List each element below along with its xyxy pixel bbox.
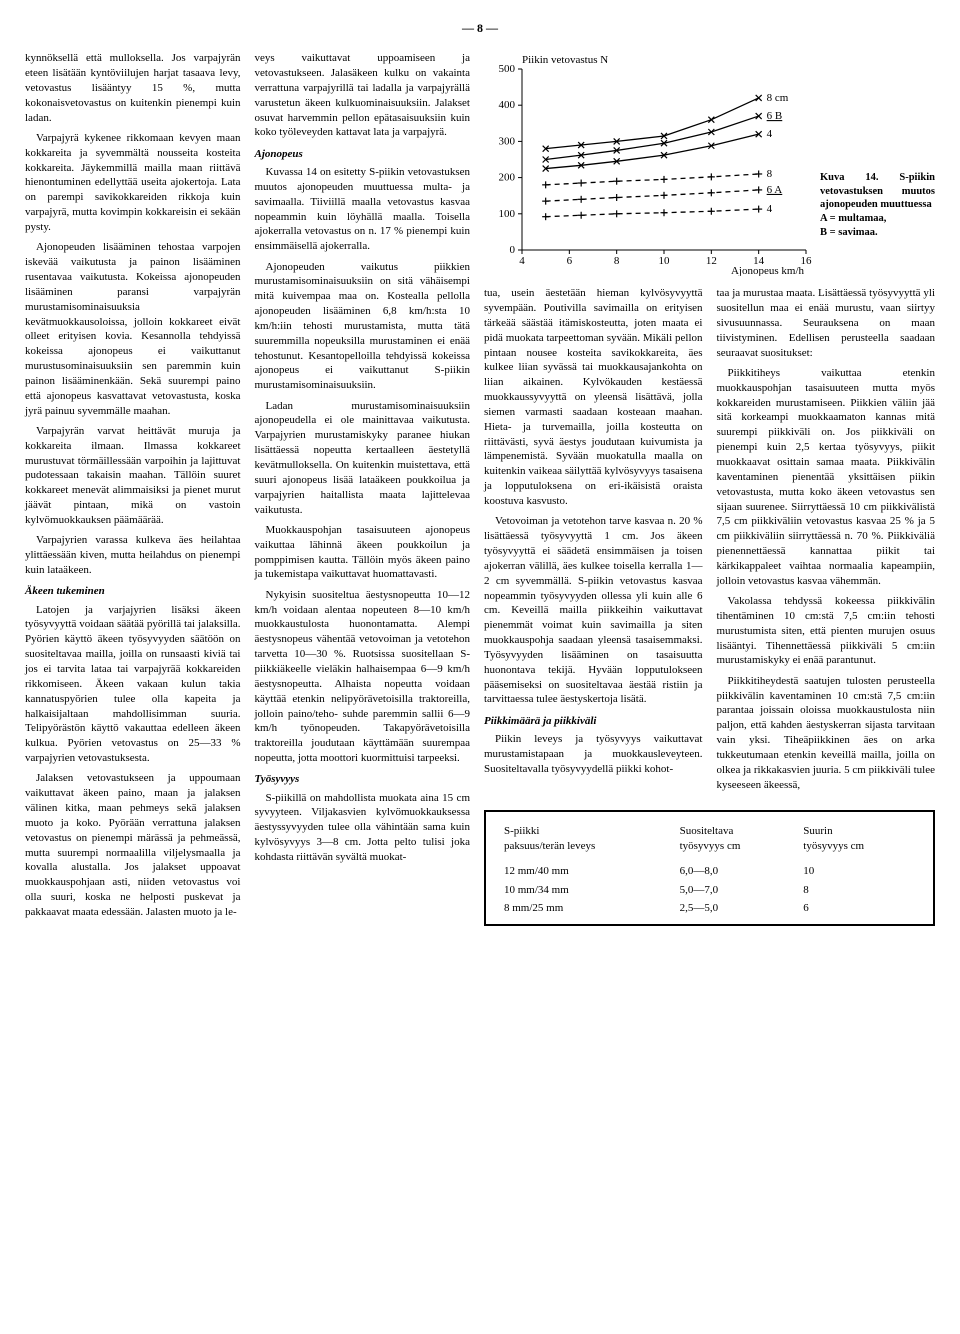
lower-col-1: tua, usein äestetään hieman kylvösyvyytt… (484, 286, 703, 798)
th2b: työsyvyys cm (680, 840, 741, 852)
column-1: kynnöksellä että mulloksella. Jos varpaj… (25, 51, 241, 926)
c2-p3: Ajonopeuden vaikutus piikkien murustamis… (255, 260, 471, 394)
td: 6 (797, 899, 921, 918)
th1: S-piikki paksuus/terän leveys (498, 822, 674, 862)
c1-h1: Äkeen tukeminen (25, 584, 241, 599)
td: 2,5—5,0 (674, 899, 798, 918)
c2-p6: Nykyisin suositeltua äestysnopeutta 10—1… (255, 588, 471, 766)
lc2-p4: Piikkitiheydestä saatujen tulosten perus… (717, 674, 936, 793)
c1-p5: Varpajyrien varassa kulkeva äes heilahta… (25, 533, 241, 578)
svg-text:Piikin vetovastus N: Piikin vetovastus N (522, 54, 608, 66)
chart: Piikin vetovastus N 0 100 200 300 400 500 4 6 8 10… (484, 51, 814, 276)
td: 8 (797, 881, 921, 900)
c2-h2: Työsyvyys (255, 772, 471, 787)
svg-text:12: 12 (706, 255, 717, 267)
lower-col-2: taa ja murustaa maata. Lisättäessä työsy… (717, 286, 936, 798)
c2-p1: veys vaikuttavat uppoamiseen ja vetovast… (255, 51, 471, 140)
svg-text:200: 200 (499, 172, 516, 184)
c1-p2: Varpajyrä kykenee rikkomaan kevyen maan … (25, 131, 241, 235)
th2a: Suositeltava (680, 825, 734, 837)
chart-caption: Kuva 14. S-piikin vetovastuksen muutos a… (814, 51, 935, 239)
svg-text:10: 10 (659, 255, 671, 267)
svg-text:6 A: 6 A (767, 184, 783, 196)
lc2-p3: Vakolassa tehdyssä kokeessa piikkivälin … (717, 594, 936, 668)
right-block: Piikin vetovastus N010020030040050046810… (484, 51, 935, 926)
spec-table-inner: S-piikki paksuus/terän leveys Suositelta… (498, 822, 921, 918)
chart-wrap: Piikin vetovastus N 0 100 200 300 400 500 4 6 8 10… (484, 51, 935, 276)
lc1-p2: Vetovoiman ja vetotehon tarve kasvaa n. … (484, 514, 703, 707)
c1-p7: Jalaksen vetovastukseen ja uppoumaan vai… (25, 771, 241, 919)
c2-h1: Ajonopeus (255, 147, 471, 162)
svg-text:100: 100 (499, 208, 516, 220)
svg-text:6: 6 (567, 255, 573, 267)
c1-p3: Ajonopeuden lisääminen tehostaa varpojen… (25, 240, 241, 418)
svg-text:0: 0 (510, 244, 516, 256)
caption-line1: Kuva 14. S-piikin vetovastuksen muutos a… (820, 172, 935, 210)
upper-columns: kynnöksellä että mulloksella. Jos varpaj… (25, 51, 935, 926)
caption-line3: B = savimaa. (820, 227, 878, 238)
lower-columns: tua, usein äestetään hieman kylvösyvyytt… (484, 286, 935, 798)
svg-text:8: 8 (767, 168, 773, 180)
td: 5,0—7,0 (674, 881, 798, 900)
c1-p6: Latojen ja varjajyrien lisäksi äkeen työ… (25, 603, 241, 766)
table-header: S-piikki paksuus/terän leveys Suositelta… (498, 822, 921, 862)
c2-p7: S-piikillä on mahdollista muokata aina 1… (255, 791, 471, 865)
svg-text:Ajonopeus km/h: Ajonopeus km/h (731, 265, 805, 276)
svg-text:400: 400 (499, 99, 516, 111)
table-row: 10 mm/34 mm 5,0—7,0 8 (498, 881, 921, 900)
c1-p4: Varpajyrän varvat heittävät muruja ja ko… (25, 424, 241, 528)
column-2: veys vaikuttavat uppoamiseen ja vetovast… (255, 51, 471, 926)
c2-p4: Ladan murustamisominaisuuksiin ajonopeud… (255, 399, 471, 518)
page-number: — 8 — (25, 20, 935, 36)
td: 12 mm/40 mm (498, 862, 674, 881)
chart-svg: Piikin vetovastus N 0 100 200 300 400 500 4 6 8 10… (484, 51, 814, 276)
td: 10 mm/34 mm (498, 881, 674, 900)
th3: Suurin työsyvyys cm (797, 822, 921, 862)
svg-text:6 B: 6 B (767, 110, 783, 122)
th3b: työsyvyys cm (803, 840, 864, 852)
svg-text:4: 4 (767, 128, 773, 140)
table-row: 12 mm/40 mm 6,0—8,0 10 (498, 862, 921, 881)
svg-text:300: 300 (499, 136, 516, 148)
th3a: Suurin (803, 825, 832, 837)
lc1-p1: tua, usein äestetään hieman kylvösyvyytt… (484, 286, 703, 509)
td: 8 mm/25 mm (498, 899, 674, 918)
svg-text:4: 4 (519, 255, 525, 267)
table-row: 8 mm/25 mm 2,5—5,0 6 (498, 899, 921, 918)
td: 10 (797, 862, 921, 881)
th1b: paksuus/terän leveys (504, 840, 595, 852)
c2-p2: Kuvassa 14 on esitetty S-piikin vetovast… (255, 165, 471, 254)
lc2-p2: Piikkitiheys vaikuttaa etenkin muokkausp… (717, 366, 936, 589)
td: 6,0—8,0 (674, 862, 798, 881)
spec-table: S-piikki paksuus/terän leveys Suositelta… (484, 810, 935, 926)
lc1-p3: Piikin leveys ja työsyvyys vaikuttavat m… (484, 732, 703, 777)
th1a: S-piikki (504, 825, 539, 837)
svg-text:8: 8 (614, 255, 620, 267)
c1-p1: kynnöksellä että mulloksella. Jos varpaj… (25, 51, 241, 125)
svg-text:8 cm: 8 cm (767, 92, 789, 104)
lc2-p1: taa ja murustaa maata. Lisättäessä työsy… (717, 286, 936, 360)
svg-text:500: 500 (499, 63, 516, 75)
lc1-h1: Piikkimäärä ja piikkiväli (484, 714, 703, 729)
caption-line2: A = multamaa, (820, 213, 886, 224)
svg-text:4: 4 (767, 203, 773, 215)
th2: Suositeltava työsyvyys cm (674, 822, 798, 862)
c2-p5: Muokkauspohjan tasaisuuteen ajonopeus va… (255, 523, 471, 582)
